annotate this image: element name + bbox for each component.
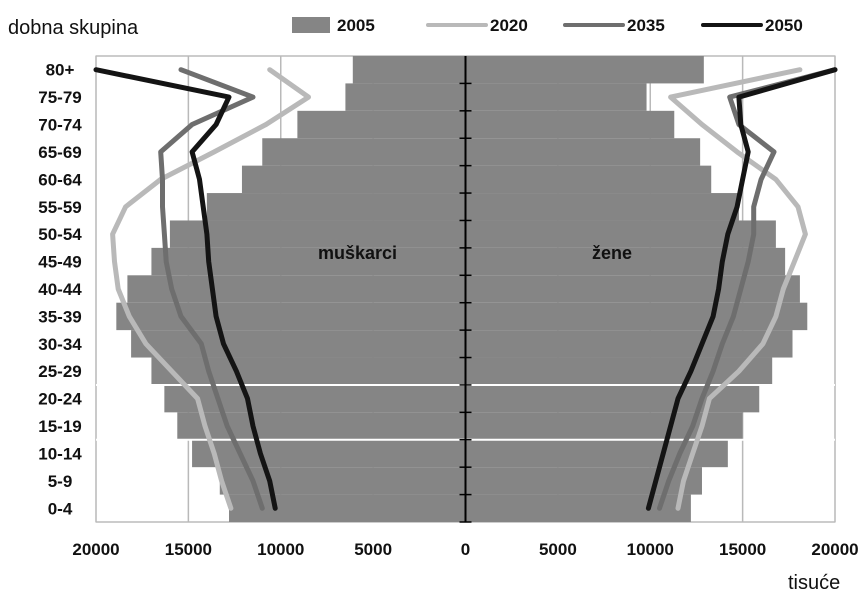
line-2050-male	[93, 67, 278, 511]
line-2035-male	[158, 67, 265, 511]
bar-2005-female-70-74	[465, 110, 675, 139]
y-tick-5-9: 5-9	[48, 472, 73, 491]
y-tick-40-44: 40-44	[38, 280, 82, 299]
y-tick-20-24: 20-24	[38, 390, 82, 409]
bar-2005-male-5-9	[219, 467, 466, 495]
bar-2005-male-80+	[352, 56, 466, 84]
legend-label-2050: 2050	[765, 16, 803, 35]
bar-2005-female-40-44	[465, 275, 800, 303]
y-tick-75-79: 75-79	[38, 88, 81, 107]
y-tick-80+: 80+	[46, 61, 75, 80]
bar-2005-male-55-59	[206, 193, 466, 221]
legend: 2005 2020 2035 2050	[292, 16, 803, 35]
male-side-label: muškarci	[318, 243, 397, 263]
x-tick-5: 5000	[539, 540, 577, 559]
line-2020-male	[110, 67, 311, 511]
line-2020-female	[668, 67, 808, 511]
bar-2005-male-35-39	[116, 302, 466, 331]
y-tick-35-39: 35-39	[38, 307, 81, 326]
bar-2005-female-5-9	[465, 467, 702, 495]
x-tick-8: 20000	[811, 540, 858, 559]
bar-2005-male-0-4	[229, 494, 466, 522]
y-axis-label: dobna skupina	[8, 17, 139, 39]
legend-label-2005: 2005	[337, 16, 375, 35]
bar-2005-female-80+	[465, 56, 704, 84]
y-tick-55-59: 55-59	[38, 198, 81, 217]
bar-2005-female-60-64	[465, 165, 712, 194]
y-tick-15-19: 15-19	[38, 417, 81, 436]
bar-2005-male-15-19	[177, 412, 466, 440]
plot-area	[93, 55, 838, 523]
bar-2005-male-40-44	[127, 275, 466, 303]
y-tick-65-69: 65-69	[38, 143, 81, 162]
bar-2005-male-45-49	[151, 247, 466, 276]
legend-label-2035: 2035	[627, 16, 665, 35]
bar-2005-female-55-59	[465, 193, 739, 221]
x-tick-4: 0	[461, 540, 470, 559]
y-tick-0-4: 0-4	[48, 499, 73, 518]
bar-2005-male-25-29	[151, 357, 466, 385]
legend-label-2020: 2020	[490, 16, 528, 35]
y-tick-25-29: 25-29	[38, 362, 81, 381]
y-tick-70-74: 70-74	[38, 116, 82, 135]
x-tick-2: 10000	[257, 540, 304, 559]
x-tick-1: 15000	[165, 540, 212, 559]
bar-2005-male-30-34	[131, 330, 466, 358]
x-tick-3: 5000	[354, 540, 392, 559]
y-tick-30-34: 30-34	[38, 335, 82, 354]
bar-2005-female-30-34	[465, 330, 793, 358]
x-tick-0: 20000	[72, 540, 119, 559]
bar-2005-male-75-79	[345, 83, 466, 111]
y-tick-50-54: 50-54	[38, 225, 82, 244]
bar-2005-female-25-29	[465, 357, 773, 385]
line-2050-female	[645, 67, 838, 511]
bar-2005-female-45-49	[465, 247, 786, 276]
bar-2005-female-20-24	[465, 384, 760, 413]
x-tick-6: 10000	[627, 540, 674, 559]
x-tick-7: 15000	[719, 540, 766, 559]
bar-2005-female-65-69	[465, 138, 701, 166]
tick-labels: 0-4 5-9 10-14 15-19 20-24 25-29 30-34 35-39 40-4…	[38, 61, 858, 559]
legend-swatch-2005	[292, 17, 330, 33]
bar-2005-male-20-24	[164, 384, 466, 413]
bar-2005-male-65-69	[262, 138, 466, 166]
female-side-label: žene	[592, 243, 632, 263]
y-tick-45-49: 45-49	[38, 253, 81, 272]
bar-2005-male-60-64	[241, 165, 466, 194]
line-2035-female	[657, 67, 838, 511]
y-tick-10-14: 10-14	[38, 444, 82, 463]
bar-2005-female-75-79	[465, 83, 647, 111]
x-axis-label: tisuće	[788, 572, 840, 594]
bar-2005-female-35-39	[465, 302, 808, 331]
y-tick-60-64: 60-64	[38, 170, 82, 189]
bar-2005-male-70-74	[297, 110, 466, 139]
bar-2005-male-50-54	[169, 220, 466, 248]
